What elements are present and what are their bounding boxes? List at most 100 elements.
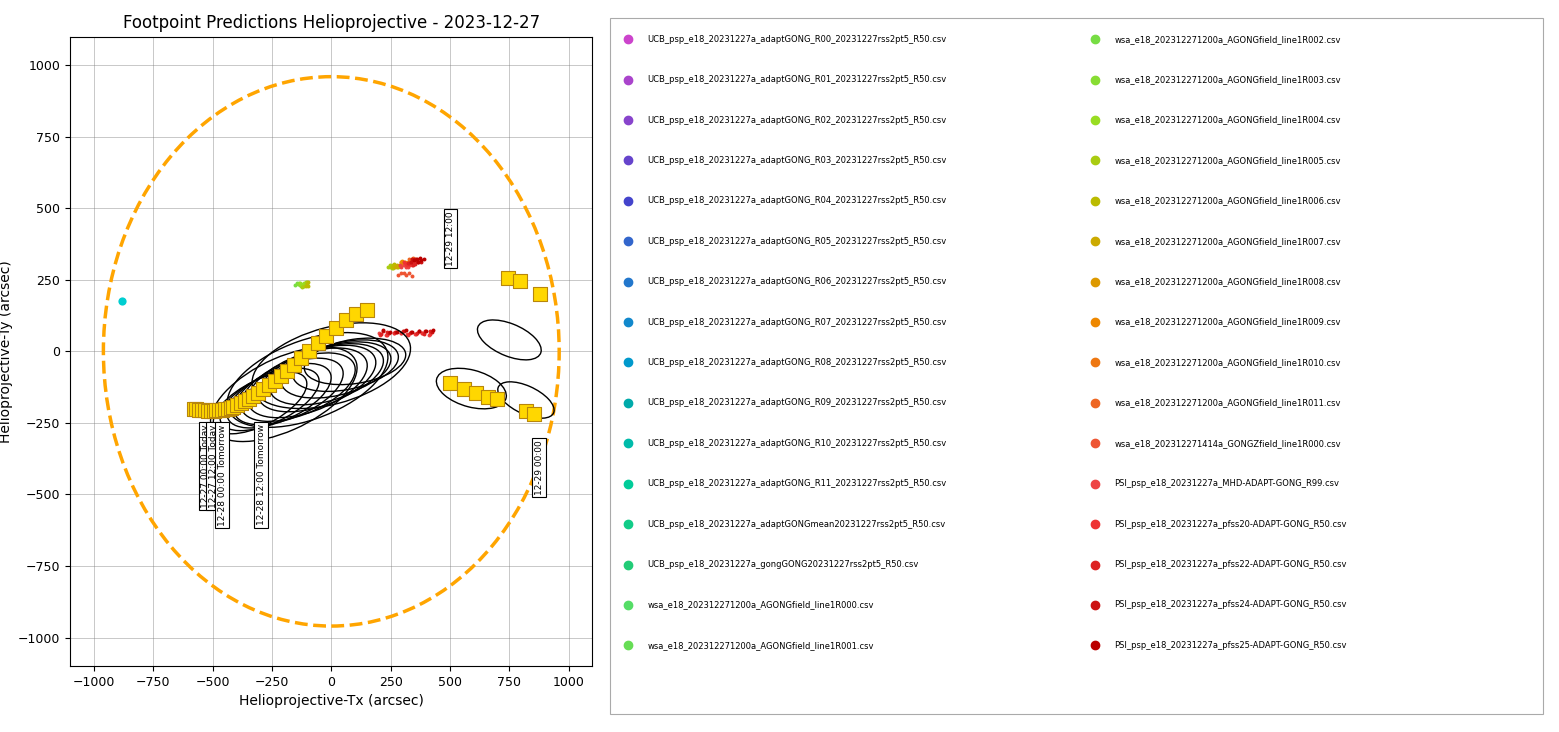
Point bbox=[513, 406, 538, 417]
Text: 12-29 12:00: 12-29 12:00 bbox=[446, 211, 455, 266]
Point bbox=[293, 277, 318, 288]
Point bbox=[223, 405, 248, 417]
Point bbox=[206, 406, 231, 418]
Point bbox=[405, 255, 430, 267]
Point bbox=[393, 261, 418, 272]
Point bbox=[391, 267, 416, 279]
Point bbox=[384, 261, 408, 273]
Text: UCB_psp_e18_20231227a_adaptGONG_R06_20231227rss2pt5_R50.csv: UCB_psp_e18_20231227a_adaptGONG_R06_2023… bbox=[647, 277, 946, 286]
Point bbox=[190, 406, 215, 417]
Text: UCB_psp_e18_20231227a_adaptGONG_R11_20231227rss2pt5_R50.csv: UCB_psp_e18_20231227a_adaptGONG_R11_2023… bbox=[647, 479, 946, 488]
Point bbox=[200, 403, 224, 414]
Point bbox=[288, 278, 313, 290]
Text: wsa_e18_202312271200a_AGONGfield_line1R005.csv: wsa_e18_202312271200a_AGONGfield_line1R0… bbox=[1115, 156, 1341, 165]
Point bbox=[226, 404, 251, 416]
Point bbox=[206, 403, 231, 414]
Point bbox=[405, 254, 430, 266]
Point bbox=[401, 258, 426, 269]
Point bbox=[207, 403, 232, 415]
Point bbox=[412, 328, 437, 340]
Point bbox=[206, 406, 231, 418]
Text: UCB_psp_e18_20231227a_adaptGONGmean20231227rss2pt5_R50.csv: UCB_psp_e18_20231227a_adaptGONGmean20231… bbox=[647, 520, 946, 529]
Point bbox=[242, 390, 267, 402]
Point bbox=[391, 259, 416, 271]
Point bbox=[282, 280, 307, 291]
Point bbox=[371, 325, 396, 337]
Point bbox=[405, 255, 430, 266]
Point bbox=[201, 406, 226, 417]
Point bbox=[387, 259, 412, 271]
Point bbox=[391, 258, 416, 269]
Point bbox=[385, 260, 410, 272]
Point bbox=[210, 406, 235, 418]
Text: UCB_psp_e18_20231227a_adaptGONG_R08_20231227rss2pt5_R50.csv: UCB_psp_e18_20231227a_adaptGONG_R08_2023… bbox=[647, 358, 946, 367]
Point bbox=[402, 258, 427, 270]
Text: wsa_e18_202312271200a_AGONGfield_line1R009.csv: wsa_e18_202312271200a_AGONGfield_line1R0… bbox=[1115, 318, 1341, 326]
Text: PSI_psp_e18_20231227a_MHD-ADAPT-GONG_R99.csv: PSI_psp_e18_20231227a_MHD-ADAPT-GONG_R99… bbox=[1115, 479, 1339, 488]
Point bbox=[366, 328, 391, 340]
Point bbox=[374, 329, 399, 341]
Point bbox=[296, 276, 321, 288]
Point bbox=[206, 402, 231, 414]
Text: PSI_psp_e18_20231227a_pfss25-ADAPT-GONG_R50.csv: PSI_psp_e18_20231227a_pfss25-ADAPT-GONG_… bbox=[1115, 640, 1347, 650]
Point bbox=[391, 257, 416, 269]
Point bbox=[209, 402, 234, 414]
Point bbox=[393, 256, 418, 268]
Point bbox=[385, 326, 410, 338]
Point bbox=[198, 403, 223, 415]
Text: wsa_e18_202312271414a_GONGZfield_line1R000.csv: wsa_e18_202312271414a_GONGZfield_line1R0… bbox=[1115, 438, 1341, 448]
Point bbox=[207, 406, 232, 418]
Text: UCB_psp_e18_20231227a_adaptGONG_R03_20231227rss2pt5_R50.csv: UCB_psp_e18_20231227a_adaptGONG_R03_2023… bbox=[647, 156, 946, 165]
Text: wsa_e18_202312271200a_AGONGfield_line1R002.csv: wsa_e18_202312271200a_AGONGfield_line1R0… bbox=[1115, 34, 1341, 44]
Point bbox=[282, 359, 307, 370]
Point bbox=[394, 329, 419, 340]
Point bbox=[288, 352, 313, 364]
Point bbox=[407, 325, 432, 337]
Point bbox=[368, 329, 393, 340]
Point bbox=[285, 277, 310, 289]
X-axis label: Helioprojective-Tx (arcsec): Helioprojective-Tx (arcsec) bbox=[239, 695, 424, 709]
Point bbox=[209, 406, 234, 417]
Point bbox=[293, 280, 318, 292]
Point bbox=[192, 403, 217, 415]
Text: UCB_psp_e18_20231227a_adaptGONG_R01_20231227rss2pt5_R50.csv: UCB_psp_e18_20231227a_adaptGONG_R01_2023… bbox=[647, 75, 946, 84]
Point bbox=[192, 405, 217, 417]
Point bbox=[190, 405, 215, 417]
Point bbox=[210, 405, 235, 417]
Point bbox=[198, 403, 223, 415]
Point bbox=[215, 405, 240, 417]
Point bbox=[412, 253, 437, 264]
Point bbox=[212, 408, 237, 419]
Point bbox=[377, 261, 402, 273]
Point bbox=[391, 257, 416, 269]
Point bbox=[527, 288, 553, 300]
Point bbox=[198, 402, 223, 414]
Point bbox=[207, 404, 232, 416]
Point bbox=[398, 253, 422, 265]
Point bbox=[398, 327, 422, 339]
Point bbox=[195, 406, 220, 417]
Point bbox=[251, 384, 276, 395]
Text: PSI_psp_e18_20231227a_pfss24-ADAPT-GONG_R50.csv: PSI_psp_e18_20231227a_pfss24-ADAPT-GONG_… bbox=[1115, 600, 1347, 610]
Point bbox=[214, 404, 239, 416]
Point bbox=[388, 260, 413, 272]
Point bbox=[290, 280, 315, 292]
Point bbox=[262, 375, 287, 386]
Point bbox=[388, 256, 413, 268]
Point bbox=[396, 256, 421, 268]
Point bbox=[196, 405, 221, 417]
Point bbox=[401, 259, 426, 271]
Point bbox=[203, 406, 228, 417]
Point bbox=[296, 345, 321, 356]
Point bbox=[382, 327, 407, 339]
Point bbox=[369, 328, 394, 340]
Point bbox=[207, 403, 232, 415]
Point bbox=[374, 326, 399, 338]
Point bbox=[399, 269, 424, 281]
Point bbox=[408, 254, 433, 266]
Point bbox=[212, 405, 237, 417]
Point bbox=[221, 405, 246, 417]
Point bbox=[200, 403, 224, 415]
Point bbox=[200, 403, 224, 414]
Point bbox=[198, 406, 223, 417]
